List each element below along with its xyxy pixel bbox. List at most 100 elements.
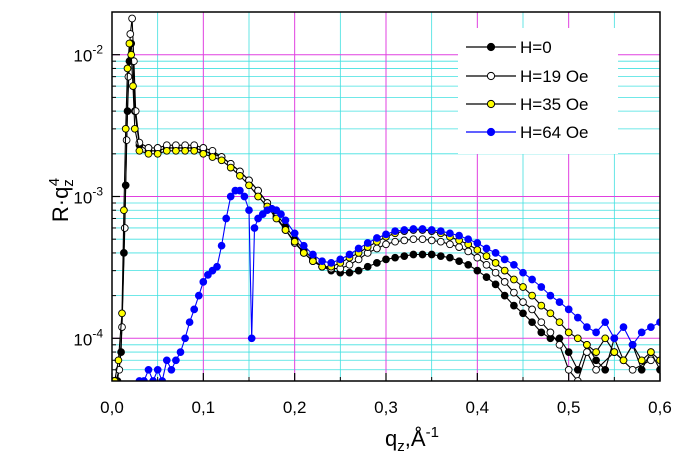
data-point: [418, 235, 427, 244]
data-point: [382, 230, 390, 239]
data-point: [537, 328, 546, 337]
y-tick-label: 10-3: [73, 185, 103, 208]
data-point: [564, 365, 573, 374]
data-point: [537, 318, 546, 327]
data-point: [181, 146, 189, 155]
data-point: [555, 340, 564, 349]
data-point: [446, 240, 454, 249]
x-tick-label: 0,4: [466, 398, 490, 417]
data-point: [528, 291, 536, 300]
x-tick-label: 0,1: [192, 398, 216, 417]
data-point: [363, 239, 372, 247]
data-point: [546, 309, 555, 318]
data-point: [583, 340, 591, 349]
data-point: [592, 328, 600, 337]
data-point: [482, 273, 491, 281]
data-point: [327, 259, 336, 267]
data-point: [491, 268, 500, 277]
data-point: [122, 136, 131, 144]
data-point: [354, 244, 363, 253]
data-point: [500, 266, 509, 275]
data-point: [455, 257, 463, 266]
data-point: [144, 365, 153, 374]
data-point: [464, 260, 473, 269]
data-point: [176, 348, 185, 356]
legend-label-h19: H=19 Oe: [520, 67, 589, 86]
data-point: [217, 156, 226, 165]
legend-item-h19: H=19 Oe: [466, 67, 589, 86]
x-tick-label: 0,3: [374, 398, 398, 417]
data-point: [427, 236, 436, 245]
data-point: [409, 250, 418, 259]
data-point: [114, 356, 123, 365]
data-point: [510, 288, 518, 297]
data-point: [131, 107, 140, 115]
data-point: [121, 124, 130, 133]
data-point: [601, 334, 610, 343]
data-point: [112, 377, 119, 381]
x-tick-label: 0,2: [283, 398, 307, 417]
data-point: [281, 226, 290, 234]
data-point: [236, 171, 244, 180]
data-point: [126, 30, 135, 38]
data-point: [592, 365, 600, 374]
data-point: [250, 224, 259, 232]
data-point: [309, 257, 317, 266]
data-point: [647, 323, 655, 331]
data-point: [373, 234, 381, 242]
data-point: [153, 149, 162, 158]
y-axis-sub: z: [60, 179, 77, 187]
data-point: [158, 377, 167, 381]
data-point: [354, 255, 363, 264]
data-point: [528, 275, 536, 284]
data-point: [135, 146, 144, 155]
data-point: [583, 323, 591, 331]
data-point: [473, 239, 482, 247]
data-point: [345, 260, 354, 269]
data-point: [555, 298, 564, 306]
data-point: [436, 227, 445, 235]
data-point: [120, 206, 128, 215]
x-axis-sep: ,: [405, 426, 411, 451]
x-axis-sup: -1: [426, 424, 439, 441]
data-point: [309, 250, 317, 259]
data-point: [162, 356, 171, 365]
x-tick-labels: 0,0 0,1 0,2 0,3 0,4 0,5 0,6: [100, 398, 672, 417]
data-point: [299, 241, 308, 250]
data-point: [345, 268, 354, 277]
legend-marker-h64: [486, 127, 496, 137]
data-point: [564, 328, 573, 337]
data-point: [281, 216, 290, 225]
data-point: [208, 153, 217, 161]
data-point: [123, 64, 132, 73]
data-point: [373, 244, 381, 253]
data-point: [162, 146, 171, 155]
data-point: [190, 146, 199, 155]
data-point: [172, 146, 180, 155]
data-point: [510, 260, 518, 269]
y-axis-title: R·qz4: [46, 178, 77, 222]
legend-item-h35: H=35 Oe: [466, 95, 589, 114]
data-point: [125, 39, 134, 48]
data-point: [555, 318, 564, 327]
data-point: [619, 356, 628, 365]
data-point: [199, 149, 208, 158]
data-point: [455, 243, 463, 251]
data-point: [240, 192, 249, 201]
data-point: [124, 72, 133, 81]
data-point: [436, 252, 445, 260]
x-tick-label: 0,5: [557, 398, 581, 417]
data-point: [619, 323, 628, 331]
data-point: [473, 266, 482, 275]
data-point: [546, 328, 555, 337]
x-tick-label: 0,6: [648, 398, 672, 417]
data-point: [400, 226, 409, 234]
data-point: [564, 305, 573, 314]
data-point: [226, 163, 235, 172]
data-point: [510, 275, 518, 284]
data-point: [573, 334, 582, 343]
data-point: [482, 252, 491, 260]
data-point: [601, 318, 610, 327]
data-point: [592, 348, 600, 356]
